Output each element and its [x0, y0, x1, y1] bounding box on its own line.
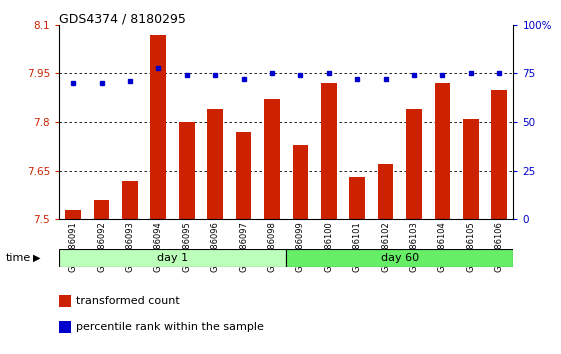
Bar: [463, 119, 479, 219]
Text: GDS4374 / 8180295: GDS4374 / 8180295: [59, 12, 186, 25]
Text: transformed count: transformed count: [76, 296, 180, 306]
Text: time: time: [6, 253, 31, 263]
Bar: [65, 210, 81, 219]
Bar: [59, 249, 286, 267]
Bar: [350, 177, 365, 219]
Text: day 60: day 60: [381, 253, 419, 263]
Bar: [150, 34, 166, 219]
Text: ▶: ▶: [33, 253, 40, 263]
Bar: [406, 109, 422, 219]
Bar: [264, 99, 280, 219]
Bar: [286, 249, 513, 267]
Bar: [179, 122, 195, 219]
Bar: [321, 83, 337, 219]
Bar: [491, 90, 507, 219]
Bar: [122, 181, 137, 219]
Bar: [208, 109, 223, 219]
Bar: [94, 200, 109, 219]
Text: percentile rank within the sample: percentile rank within the sample: [76, 322, 264, 332]
Text: day 1: day 1: [157, 253, 188, 263]
Bar: [236, 132, 251, 219]
Bar: [292, 145, 308, 219]
Bar: [435, 83, 450, 219]
Bar: [378, 164, 393, 219]
